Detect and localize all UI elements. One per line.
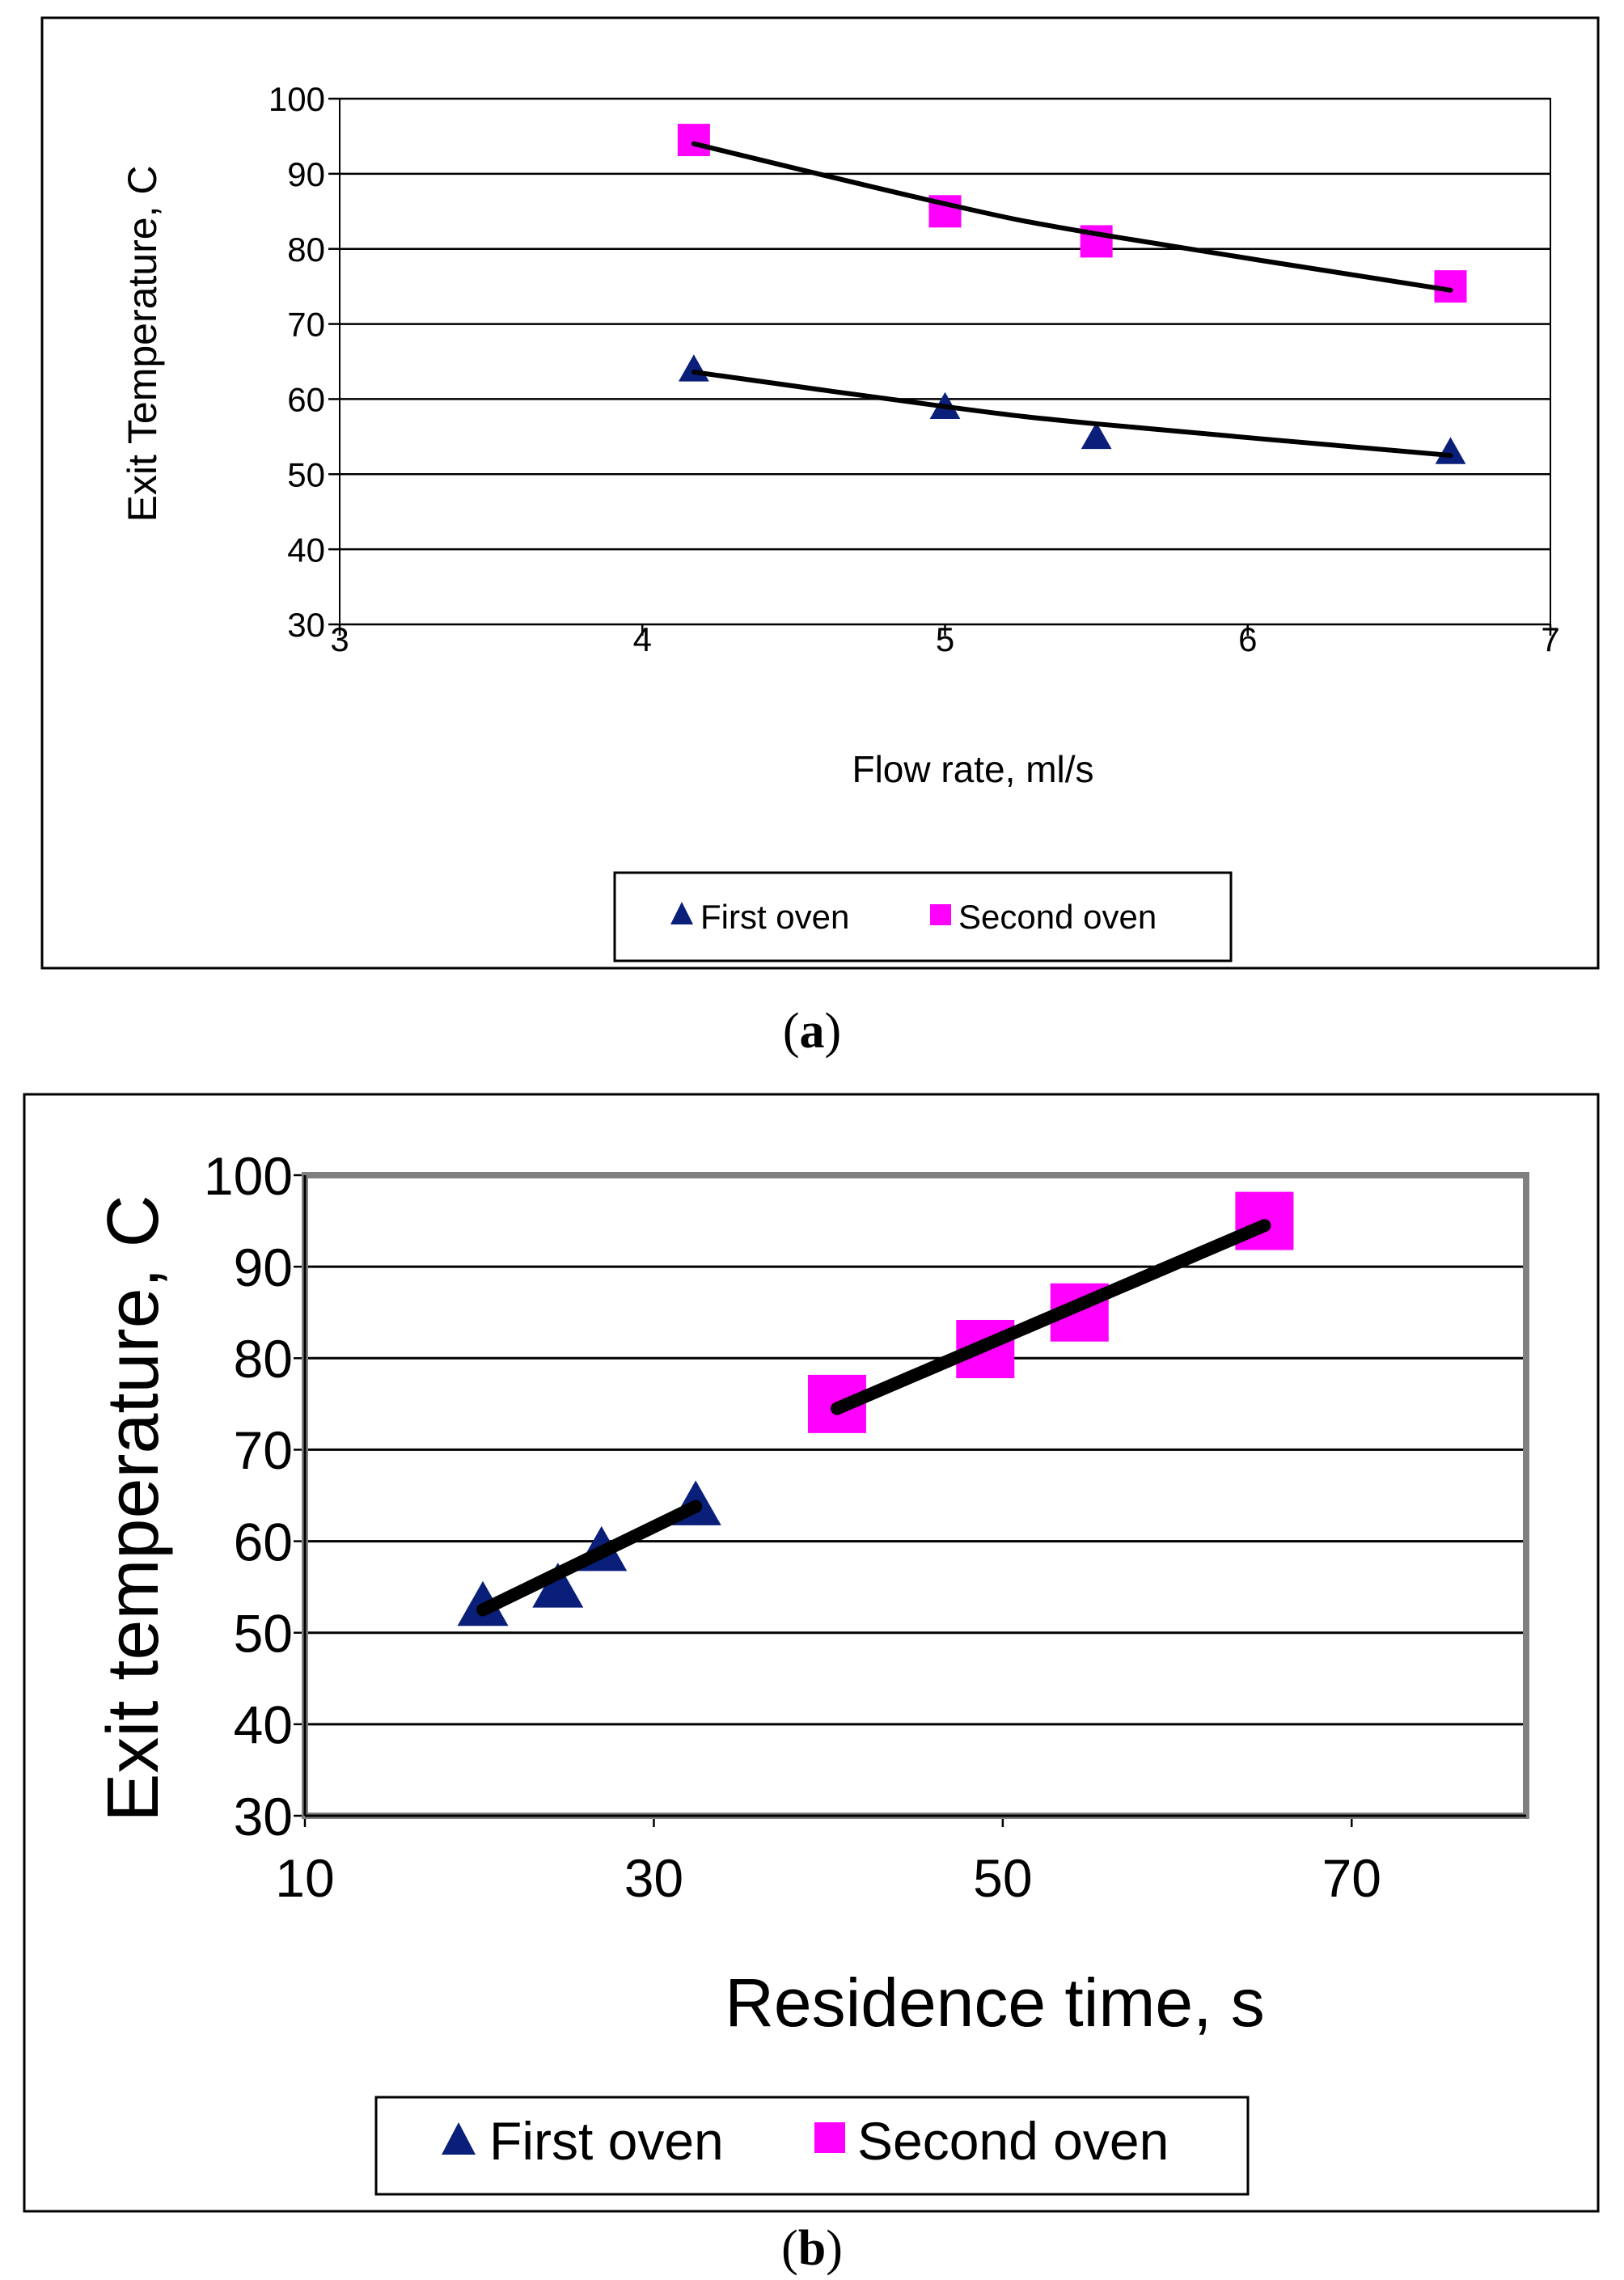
chart-a-first-oven-point xyxy=(1435,437,1466,464)
chart-a-caption-close: ) xyxy=(825,1004,842,1059)
chart-b-x-tick-label: 50 xyxy=(973,1848,1032,1908)
chart-b-legend-triangle-icon xyxy=(442,2122,476,2155)
chart-b-y-tick-label: 30 xyxy=(234,1787,293,1846)
chart-b-y-tick-label: 90 xyxy=(234,1237,293,1297)
chart-b-y-tick-label: 40 xyxy=(234,1695,293,1755)
chart-b-y-tick-label: 80 xyxy=(234,1329,293,1389)
chart-b-x-tick-label: 70 xyxy=(1322,1848,1381,1908)
chart-a-y-tick-label: 50 xyxy=(287,455,325,493)
chart-a-caption: (a) xyxy=(783,1004,841,1059)
chart-b-first-oven-point xyxy=(532,1563,584,1608)
chart-b-second-oven-trendline xyxy=(830,1219,1271,1415)
chart-b-y-axis-title: Exit temperature, C xyxy=(93,1195,174,1821)
chart-b-x-axis-title: Residence time, s xyxy=(725,1965,1265,2041)
chart-b-caption: (b) xyxy=(781,2221,843,2276)
chart-b-caption-letter: b xyxy=(798,2221,826,2276)
chart-a-caption-letter: a xyxy=(800,1004,825,1059)
chart-a-legend-label-first: First oven xyxy=(700,898,849,936)
chart-a-x-axis-title: Flow rate, ml/s xyxy=(852,748,1093,790)
chart-a-x-tick-label: 5 xyxy=(936,620,954,658)
chart-b-legend-box xyxy=(374,2096,1250,2196)
chart-a-second-oven-point xyxy=(677,124,710,157)
chart-a-caption-open: ( xyxy=(783,1004,800,1059)
chart-b-legend-square-icon xyxy=(814,2122,845,2153)
chart-a-plot-frame xyxy=(339,98,1551,625)
chart-a-legend-label-second: Second oven xyxy=(958,898,1157,936)
chart-a-first-oven-point xyxy=(1081,421,1112,450)
chart-a-second-oven-trendline xyxy=(691,141,1453,293)
chart-a-x-tick-label: 6 xyxy=(1238,620,1257,658)
chart-b-x-tick-labels: 10 30 50 70 xyxy=(275,1848,1381,1908)
chart-a-legend-square-icon xyxy=(930,904,951,925)
chart-b-caption-open: ( xyxy=(781,2221,798,2276)
chart-b-first-oven-trendline xyxy=(476,1500,703,1617)
chart-b-x-tick-label: 10 xyxy=(275,1848,334,1908)
chart-a-legend: First oven Second oven xyxy=(613,871,1233,962)
chart-a-y-tick-label: 100 xyxy=(269,80,325,118)
chart-b-y-tick-label: 50 xyxy=(234,1603,293,1663)
chart-a-y-tick-label: 40 xyxy=(287,531,325,569)
chart-a-x-tick-labels: 3 4 5 6 7 xyxy=(330,620,1559,658)
chart-a-plot-background xyxy=(340,99,1550,624)
chart-a-first-oven-trendline xyxy=(691,370,1453,459)
chart-b-legend: First oven Second oven xyxy=(374,2096,1250,2196)
chart-b-legend-label-first: First oven xyxy=(489,2111,724,2171)
chart-a-x-tick-label: 7 xyxy=(1541,620,1559,658)
chart-a-y-tick-label: 30 xyxy=(287,606,325,644)
chart-a-y-axis-title: Exit Temperature, C xyxy=(120,166,165,522)
chart-b-plot-area xyxy=(294,1172,1529,1827)
chart-b-x-tick-label: 30 xyxy=(624,1848,683,1908)
chart-b-y-tick-labels: 30 40 50 60 70 80 90 100 xyxy=(204,1146,293,1846)
chart-a-y-tick-label: 90 xyxy=(287,155,325,193)
chart-b-y-tick-label: 70 xyxy=(234,1420,293,1480)
chart-a-x-tick-label: 3 xyxy=(330,620,349,658)
chart-a-legend-triangle-icon xyxy=(670,902,693,924)
chart-a-y-tick-label: 80 xyxy=(287,231,325,269)
chart-b-y-tick-label: 60 xyxy=(234,1512,293,1571)
chart-a-x-tick-label: 4 xyxy=(633,620,652,658)
chart-a-legend-box xyxy=(613,871,1233,962)
chart-a-plot-area xyxy=(328,97,1552,636)
chart-b-legend-label-second: Second oven xyxy=(857,2111,1169,2171)
chart-a-y-tick-label: 70 xyxy=(287,306,325,344)
chart-a-y-tick-labels: 30 40 50 60 70 80 90 100 xyxy=(269,80,325,644)
chart-b-plot-background xyxy=(305,1175,1526,1816)
chart-b-caption-close: ) xyxy=(826,2221,843,2276)
chart-b-y-tick-label: 100 xyxy=(204,1146,293,1206)
svg-text:(b): (b) xyxy=(781,2221,843,2276)
svg-text:(a): (a) xyxy=(783,1004,841,1059)
chart-a-y-tick-label: 60 xyxy=(287,381,325,419)
